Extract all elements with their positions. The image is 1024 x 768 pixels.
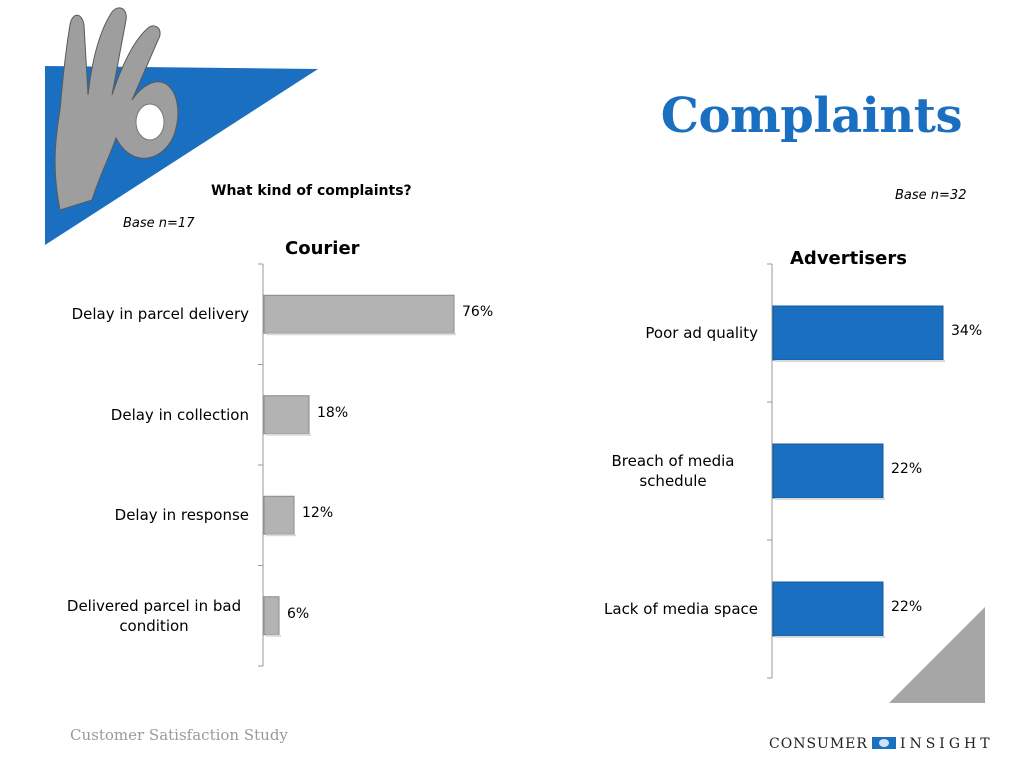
advertisers-chart-title: Advertisers: [790, 248, 907, 269]
courier-bar-shadow: [266, 634, 281, 637]
gray-corner-triangle-shape: [889, 607, 985, 703]
courier-bar-shadow: [266, 333, 456, 336]
courier-bar-shadow: [266, 433, 311, 436]
advertisers-bar-shadow: [775, 636, 885, 638]
courier-category-label: Delivered parcel in bad condition: [66, 596, 242, 635]
courier-value-label: 18%: [317, 404, 349, 421]
advertisers-bar: [772, 305, 944, 361]
eye-icon: [871, 737, 896, 749]
courier-value-label: 76%: [462, 304, 494, 321]
courier-bar-shadow: [266, 534, 296, 537]
courier-value-label: 12%: [302, 505, 334, 522]
advertisers-bar: [772, 581, 884, 637]
courier-category-label: Delay in parcel delivery: [71, 305, 249, 324]
advertisers-bar-shadow: [775, 360, 945, 362]
advertisers-bar-shadow: [775, 498, 885, 500]
courier-category-label: Delay in collection: [110, 405, 249, 424]
advertisers-value-label: 34%: [951, 323, 983, 339]
advertisers-category-label: Poor ad quality: [645, 324, 758, 342]
logo-text-right: INSIGHT: [899, 736, 994, 752]
advertisers-value-label: 22%: [891, 599, 923, 615]
courier-bar: [263, 294, 455, 334]
advertisers-bar: [772, 443, 884, 499]
footer-study-name: Customer Satisfaction Study: [70, 726, 288, 744]
courier-chart-title: Courier: [285, 238, 360, 259]
advertisers-category-label: Breach of media schedule: [611, 452, 735, 490]
ok-hand-icon: [54, 7, 179, 211]
advertisers-value-label: 22%: [891, 461, 923, 477]
courier-bar: [263, 395, 310, 435]
consumer-insight-logo: CONSUMER INSIGHT: [769, 736, 994, 752]
advertisers-base-note: Base n=32: [895, 188, 967, 203]
page-title: Complaints: [660, 88, 963, 144]
logo-text-left: CONSUMER: [769, 736, 868, 752]
courier-category-label: Delay in response: [114, 506, 249, 525]
advertisers-category-label: Lack of media space: [604, 600, 758, 618]
courier-base-note: Base n=17: [123, 216, 195, 231]
courier-value-label: 6%: [287, 605, 310, 622]
question-heading: What kind of complaints?: [211, 183, 412, 199]
